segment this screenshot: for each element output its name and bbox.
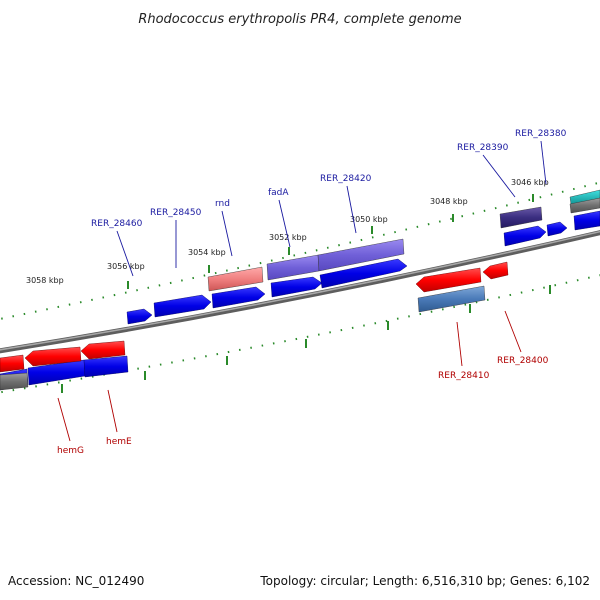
gene-label[interactable]: fadA (268, 188, 289, 198)
scale-label: 3046 kbp (511, 178, 549, 187)
reverse-gene-labels: hemG hemE RER_28410 RER_28400 (57, 356, 549, 456)
leader-line (57, 397, 71, 442)
gene-label[interactable]: RER_28420 (320, 174, 372, 184)
feature-bar[interactable] (417, 285, 486, 313)
scale-label: 3054 kbp (188, 248, 226, 257)
gene-label[interactable]: RER_28380 (515, 129, 567, 139)
gene-label[interactable]: rnd (215, 199, 230, 209)
scale-label: 3048 kbp (430, 197, 468, 206)
gene-label[interactable]: RER_28390 (457, 143, 509, 153)
gene-label[interactable]: hemE (106, 437, 132, 447)
accession-text: Accession: NC_012490 (8, 574, 145, 588)
gene-arrow-forward[interactable] (546, 221, 568, 237)
leader-line (482, 154, 516, 198)
reverse-strand-genes (0, 261, 509, 373)
gene-arrow-forward[interactable] (270, 276, 323, 298)
feature-tracks (0, 189, 600, 391)
genome-backbone (0, 230, 600, 354)
genome-summary-text: Topology: circular; Length: 6,516,310 bp… (260, 574, 590, 588)
forward-gene-labels: RER_28460 RER_28450 rnd fadA RER_28420 R… (91, 129, 567, 229)
leader-line (346, 185, 357, 234)
feature-bar[interactable] (569, 197, 600, 214)
scale-label: 3050 kbp (350, 215, 388, 224)
leader-line (278, 199, 291, 248)
leader-line (456, 321, 463, 367)
gene-label[interactable]: hemG (57, 446, 84, 456)
feature-bar[interactable] (499, 206, 543, 229)
gene-arrow-reverse[interactable] (80, 340, 126, 360)
label-leaders (57, 140, 547, 442)
feature-bar[interactable] (569, 189, 600, 206)
major-ticks (61, 194, 551, 393)
gene-arrow-reverse[interactable] (415, 267, 482, 293)
gene-label[interactable]: RER_28400 (497, 356, 549, 366)
leader-line (107, 389, 118, 433)
gene-arrow-forward[interactable] (503, 225, 547, 247)
gene-label[interactable]: RER_28460 (91, 219, 143, 229)
feature-bar[interactable] (0, 372, 29, 391)
gene-arrow-reverse[interactable] (482, 261, 509, 280)
gene-arrow-forward[interactable] (573, 210, 600, 231)
gene-arrow-forward[interactable] (211, 286, 266, 309)
gene-arrow-forward[interactable] (83, 355, 129, 378)
scale-label: 3058 kbp (26, 276, 64, 285)
feature-bar[interactable] (266, 254, 320, 281)
forward-strand-genes (0, 210, 600, 391)
gene-arrow-forward[interactable] (153, 294, 212, 318)
feature-bar[interactable] (207, 266, 264, 292)
leader-line (540, 140, 547, 185)
feature-bar[interactable] (317, 238, 405, 272)
gene-label[interactable]: RER_28450 (150, 208, 202, 218)
leader-line (504, 310, 522, 353)
leader-line (221, 210, 233, 257)
gene-label[interactable]: RER_28410 (438, 371, 490, 381)
gene-arrow-reverse[interactable] (0, 354, 25, 373)
map-title: Rhodococcus erythropolis PR4, complete g… (138, 12, 461, 27)
gene-arrow-reverse[interactable] (24, 346, 82, 367)
scale-label: 3056 kbp (107, 262, 145, 271)
gene-arrow-forward[interactable] (319, 258, 408, 289)
gene-arrow-forward[interactable] (126, 308, 153, 325)
leader-line (116, 230, 134, 277)
